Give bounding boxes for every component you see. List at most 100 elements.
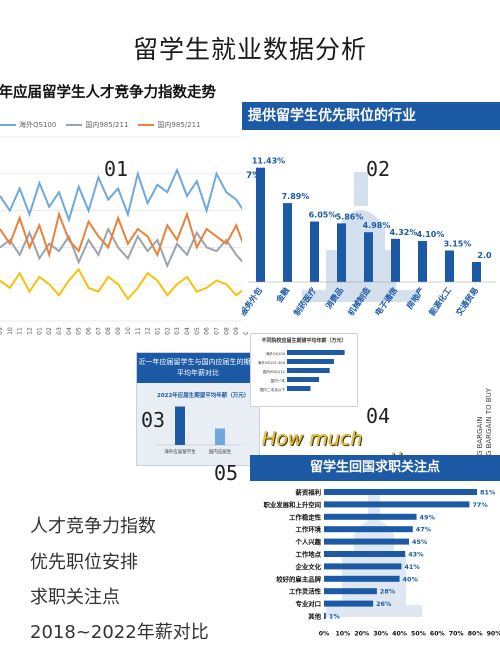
bar-较好的雇主品牌 xyxy=(324,575,400,582)
x-tick-label: 90% xyxy=(487,630,500,637)
legend-entry: 海外QS100 xyxy=(0,121,56,129)
section-number-01: 01 xyxy=(104,157,129,181)
capitol-watermark-icon xyxy=(302,172,420,302)
x-tick-label: 10 xyxy=(7,327,14,335)
series-line-0 xyxy=(0,167,247,224)
bar-value-label: 26% xyxy=(376,600,392,608)
legend-swatch xyxy=(0,124,16,126)
x-tick-label: 02 xyxy=(164,327,171,335)
legend-label: 国内985/211 xyxy=(157,121,201,129)
bar-category-label: 专业对口 xyxy=(295,599,321,608)
bar-category-label: 国内一本 xyxy=(271,378,286,383)
bar-工作地点 xyxy=(324,551,406,557)
x-tick-label: 09 xyxy=(0,327,4,335)
competitiveness-chart-panel: 历年应届留学生人才竞争力指数走势 海外QS100 国内985/211 国内985/2… xyxy=(0,78,250,340)
x-tick-label: 10 xyxy=(125,327,132,335)
bar-category-label: 海外QS101-500 xyxy=(258,360,286,365)
bar-value-label: 11.43% xyxy=(252,157,285,166)
section-number-02: 02 xyxy=(366,157,391,181)
competitiveness-line-chart: 09 10 11 12 01 02 03 04 05 06 07 08 09 10 11 12 01 02 03 04… xyxy=(0,136,250,335)
x-tick-label: 08 xyxy=(223,327,230,335)
competitiveness-chart-legend: 海外QS100 国内985/211 国内985/211 xyxy=(0,120,211,130)
job-concerns-bar-chart: 薪资福利 81% 职业发展和上升空间 77% 工作稳定性 49% 工作环境 47% 个人兴趣 45… xyxy=(263,488,500,638)
bar-value-label: 1% xyxy=(329,613,340,621)
x-tick-label: 10% xyxy=(335,630,350,637)
legend-swatch xyxy=(66,124,83,126)
x-tick-label: 30% xyxy=(373,630,388,637)
bar-value-label: 77% xyxy=(472,501,488,509)
section-number-04: 04 xyxy=(366,404,391,428)
bar-国内二本及以下 xyxy=(287,386,311,391)
series-line-1 xyxy=(0,226,247,269)
bar-国内应届生 xyxy=(215,428,225,445)
bar-value-label: 45% xyxy=(412,538,428,546)
side-text-2: BIG BARGAIN TO BUY xyxy=(485,388,493,463)
x-tick-label: 40% xyxy=(392,630,407,637)
key-point-2: 优先职位安排 xyxy=(30,552,138,573)
bar-category-label: 交通贸易 xyxy=(454,285,481,317)
bar-value-label: 7.89% xyxy=(282,192,310,201)
industries-bar-chart: 7%11.43%服务外包7.89%金融6.05%制药医疗5.86%消费品4.98… xyxy=(242,157,496,317)
key-point-4: 2018~2022年薪对比 xyxy=(30,622,209,643)
salary-compare-bar-chart: 海外应届留学生 国内应届生 xyxy=(157,406,241,455)
legend-entry: 国内985/211 xyxy=(66,121,128,129)
industries-chart-title: 提供留学生优先职位的行业 xyxy=(242,102,500,130)
bar-category-label: 国内985/211 xyxy=(263,369,285,374)
x-tick-label: 05 xyxy=(194,327,201,335)
page-title: 留学生就业数据分析 xyxy=(132,35,367,64)
x-tick-label: 12 xyxy=(27,327,34,335)
bar-category-label: 国内二本及以下 xyxy=(260,387,286,392)
x-tick-label: 08 xyxy=(105,327,112,335)
bar-value-label: 49% xyxy=(420,513,436,521)
bar-value-label: 4.10% xyxy=(417,230,445,239)
bar-value-label: 40% xyxy=(403,575,419,583)
bar-value-label: 81% xyxy=(480,489,496,497)
x-tick-label: 06 xyxy=(86,327,93,335)
competitiveness-chart-title: 历年应届留学生人才竞争力指数走势 xyxy=(0,85,216,101)
x-tick-label: 04 xyxy=(66,327,73,335)
bar-value-label: 43% xyxy=(408,551,424,559)
section-number-05: 05 xyxy=(214,461,239,485)
bar-职业发展和上升空间 xyxy=(324,501,470,508)
series-line-2 xyxy=(0,210,247,259)
bar-category-label: 较好的雇主品牌 xyxy=(276,574,321,583)
industries-chart-panel: 提供留学生优先职位的行业 7% 11.43% 服务外包 7.89% 金融 6.05% 制药医… xyxy=(242,102,500,332)
x-tick-label: 12 xyxy=(145,327,152,335)
x-tick-label: 01 xyxy=(154,327,161,335)
x-tick-label: 50% xyxy=(411,630,426,637)
legend-label: 海外QS100 xyxy=(19,121,57,129)
bar-交通贸易 xyxy=(472,262,481,282)
bar-category-label: 海外应届留学生 xyxy=(164,448,196,455)
bar-电子通信 xyxy=(391,238,400,282)
bar-机械制造 xyxy=(364,232,373,282)
x-tick-label: 05 xyxy=(76,327,83,335)
bar-企业文化 xyxy=(324,563,402,570)
bar-海外QS100 xyxy=(287,350,345,355)
bar-工作稳定性 xyxy=(324,513,417,520)
series-line-3 xyxy=(0,267,247,301)
x-tick-label: 07 xyxy=(213,327,220,335)
slogan-line-1: How much xyxy=(262,428,363,450)
salary-compare-title: 近一年应届留学生与国内应届生的期望平均年薪对比 xyxy=(137,353,259,383)
bar-个人兴趣 xyxy=(324,538,409,545)
x-tick-label: 04 xyxy=(184,327,191,335)
x-tick-label: 09 xyxy=(233,327,240,335)
salary-compare-panel: 近一年应届留学生与国内应届生的期望平均年薪对比 2022年应届生期望平均年薪（万… xyxy=(136,352,260,466)
bar-消费品 xyxy=(337,223,346,282)
bar-category-label: 其他 xyxy=(308,612,321,621)
bar-value-label: 2.0 xyxy=(477,251,492,260)
bar-category-label: 海外QS100 xyxy=(266,351,286,356)
school-salary-title: 不同院校应届生期望平均年薪（万元） xyxy=(261,338,347,344)
bar-value-label: 47% xyxy=(416,526,432,534)
bar-服务外包 xyxy=(256,167,265,282)
bar-国内一本 xyxy=(287,377,319,382)
bar-category-label: 企业文化 xyxy=(294,562,321,571)
bar-category-label: 能源化工 xyxy=(427,285,454,317)
school-salary-panel: 不同院校应届生期望平均年薪（万元） 海外QS100 海外QS101-500 国内98… xyxy=(250,333,358,407)
bar-value-label: 4.98% xyxy=(363,221,391,230)
bar-category-label: 职业发展和上升空间 xyxy=(263,500,321,509)
bar-海外应届留学生 xyxy=(175,406,185,445)
bar-value-label: 41% xyxy=(404,563,420,571)
bar-category-label: 工作环境 xyxy=(295,525,321,534)
bar-category-label: 工作稳定性 xyxy=(289,512,322,521)
